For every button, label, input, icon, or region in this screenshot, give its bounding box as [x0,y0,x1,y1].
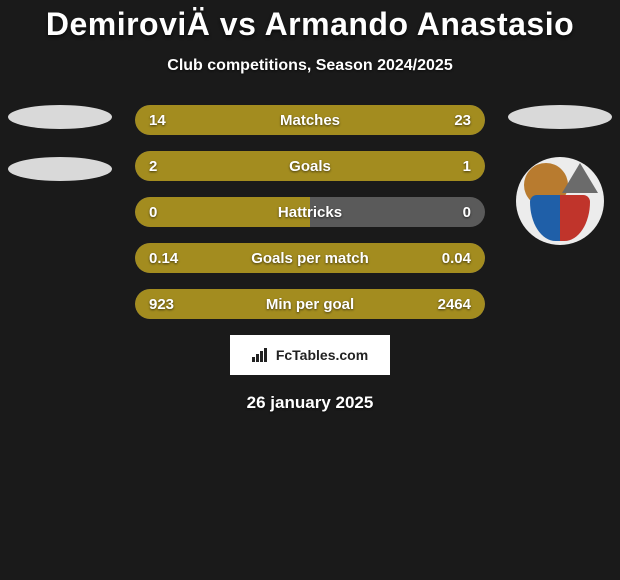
placeholder-ellipse [8,157,112,181]
branding-text: FcTables.com [276,347,368,363]
chart-icon [252,348,270,362]
stat-label: Goals per match [135,250,485,267]
stat-row: 0Hattricks0 [135,197,485,227]
placeholder-ellipse [508,105,612,129]
stat-value-right: 23 [454,112,485,129]
club-crest-icon [516,157,604,245]
compare-area: 14Matches23 2Goals1 0Hattricks0 0.14Goals p… [0,105,620,319]
stat-bars: 14Matches23 2Goals1 0Hattricks0 0.14Goals p… [135,105,485,319]
player-left-badges [8,105,112,209]
stat-value-right: 1 [463,158,485,175]
stat-row: 0.14Goals per match0.04 [135,243,485,273]
player-right-badges [508,105,612,245]
page-title: DemiroviÄ vs Armando Anastasio [0,0,620,43]
stat-row: 14Matches23 [135,105,485,135]
stat-row: 923Min per goal2464 [135,289,485,319]
stat-value-right: 0.04 [442,250,485,267]
stat-row: 2Goals1 [135,151,485,181]
generated-date: 26 january 2025 [0,393,620,413]
placeholder-ellipse [8,105,112,129]
stat-value-right: 2464 [438,296,485,313]
subtitle: Club competitions, Season 2024/2025 [0,57,620,75]
branding-badge: FcTables.com [230,335,390,375]
stat-label: Hattricks [135,204,485,221]
stat-label: Min per goal [135,296,485,313]
stat-label: Matches [135,112,485,129]
stat-value-right: 0 [463,204,485,221]
stat-label: Goals [135,158,485,175]
